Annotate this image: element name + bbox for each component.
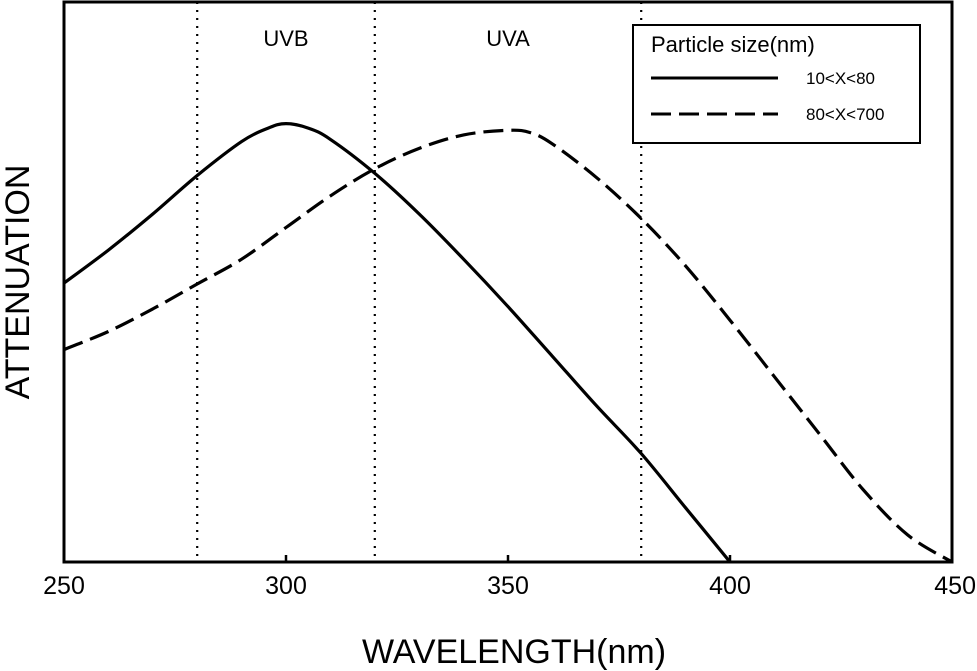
x-tick-label-400: 400 [709, 572, 751, 600]
region-label-uvb: UVB [263, 26, 308, 51]
legend-entry-dashed: 80<X<700 [806, 105, 884, 124]
y-axis-title: ATTENUATION [0, 165, 37, 400]
legend: Particle size(nm) 10<X<80 80<X<700 [632, 24, 921, 144]
legend-title: Particle size(nm) [651, 32, 815, 57]
x-axis-title: WAVELENGTH(nm) [362, 633, 666, 671]
series-line-solid [63, 122, 732, 564]
x-tick-label-450: 450 [934, 572, 976, 600]
series-line-dashed [63, 128, 953, 564]
region-label-uva: UVA [486, 26, 530, 51]
x-tick-label-350: 350 [487, 572, 529, 600]
legend-entry-solid: 10<X<80 [806, 69, 875, 88]
x-tick-label-250: 250 [43, 572, 85, 600]
legend-box [632, 24, 921, 144]
x-tick-label-300: 300 [265, 572, 307, 600]
